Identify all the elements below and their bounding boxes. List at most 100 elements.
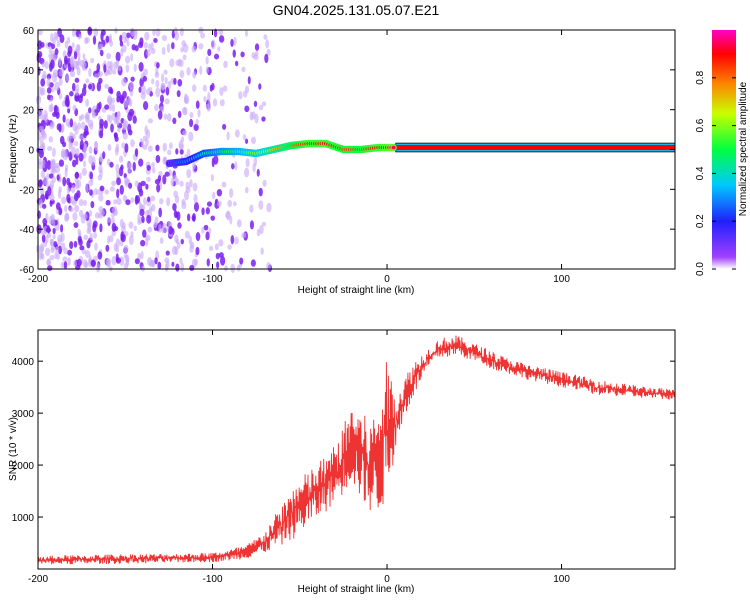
- noise-cell: [230, 38, 234, 47]
- spectrogram-x-label: Height of straight line (km): [298, 285, 415, 296]
- noise-cell: [58, 123, 62, 133]
- noise-cell: [66, 135, 72, 143]
- noise-cell: [156, 62, 160, 69]
- noise-cell: [62, 114, 66, 123]
- noise-cell: [65, 73, 69, 82]
- noise-cell: [154, 178, 161, 185]
- noise-cell: [175, 263, 180, 272]
- noise-cell: [205, 103, 210, 109]
- noise-cell: [72, 105, 77, 112]
- noise-cell: [121, 77, 127, 87]
- noise-cell: [116, 177, 121, 186]
- noise-cell: [53, 104, 58, 113]
- noise-cell: [110, 123, 114, 133]
- noise-cell: [118, 155, 124, 163]
- noise-cell: [244, 186, 249, 194]
- noise-cell: [45, 247, 51, 257]
- noise-cell: [241, 66, 246, 73]
- colorbar-tick-label: 0.8: [695, 70, 706, 84]
- noise-cell: [78, 152, 84, 162]
- noise-cell: [38, 179, 43, 188]
- noise-cell: [85, 183, 89, 193]
- noise-cell: [36, 95, 41, 101]
- noise-cell: [55, 111, 60, 119]
- noise-cell: [134, 180, 139, 188]
- noise-cell: [119, 40, 124, 47]
- noise-cell: [106, 95, 113, 104]
- noise-cell: [46, 145, 53, 152]
- noise-cell: [245, 138, 249, 144]
- snr-line: [37, 335, 676, 565]
- noise-cell: [134, 148, 139, 157]
- x-tick-label: 100: [553, 274, 570, 285]
- noise-cell: [125, 199, 131, 206]
- noise-cell: [158, 223, 162, 233]
- noise-cell: [182, 54, 187, 61]
- noise-cell: [111, 212, 115, 219]
- noise-cell: [152, 166, 156, 174]
- noise-cell: [195, 118, 199, 126]
- noise-cell: [66, 213, 70, 221]
- noise-cell: [208, 245, 214, 252]
- noise-cell: [54, 81, 60, 92]
- noise-cell: [94, 73, 100, 79]
- noise-cell: [119, 218, 124, 228]
- noise-cell: [145, 236, 149, 247]
- noise-cell: [194, 201, 199, 212]
- noise-cell: [77, 228, 82, 236]
- noise-cell: [85, 37, 90, 44]
- snr-panel: -200 -100 0 100 1000 2000 3000 4000 Height of s…: [8, 329, 676, 595]
- noise-cell: [206, 258, 210, 267]
- noise-cell: [239, 257, 244, 265]
- noise-cell: [113, 199, 118, 205]
- noise-cell: [125, 257, 130, 267]
- noise-cell: [182, 43, 189, 53]
- noise-cell: [41, 229, 46, 236]
- noise-cell: [76, 179, 82, 189]
- noise-cell: [195, 246, 200, 256]
- noise-cell: [165, 86, 170, 96]
- noise-cell: [79, 245, 85, 251]
- noise-cell: [83, 61, 87, 68]
- noise-cell: [107, 143, 112, 151]
- noise-cell: [40, 78, 46, 87]
- noise-cell: [156, 183, 161, 193]
- noise-cell: [163, 156, 167, 163]
- noise-cell: [134, 29, 138, 36]
- noise-cell: [58, 92, 63, 100]
- noise-cell: [261, 116, 266, 122]
- noise-cell: [189, 111, 194, 118]
- noise-cell: [53, 241, 58, 248]
- noise-cell: [166, 197, 171, 207]
- colorbar-tick-label: 0.6: [695, 118, 706, 132]
- noise-cell: [207, 92, 211, 102]
- noise-cell: [122, 118, 127, 129]
- noise-cell: [147, 226, 153, 233]
- noise-cell: [265, 39, 269, 49]
- noise-cell: [144, 31, 150, 41]
- noise-cell: [64, 204, 68, 213]
- noise-cell: [205, 56, 209, 65]
- noise-cell: [220, 256, 226, 266]
- noise-cell: [125, 55, 131, 64]
- noise-cell: [78, 134, 83, 140]
- noise-cell: [141, 215, 145, 224]
- noise-cell: [230, 263, 236, 273]
- noise-cell: [154, 104, 159, 112]
- noise-cell: [37, 161, 43, 170]
- noise-cell: [151, 162, 155, 168]
- noise-cell: [191, 215, 196, 222]
- noise-cell: [74, 95, 80, 102]
- noise-cell: [50, 50, 55, 59]
- noise-cell: [50, 43, 56, 50]
- noise-cell: [146, 164, 151, 171]
- noise-cell: [116, 96, 121, 103]
- noise-cell: [161, 34, 168, 42]
- noise-cell: [184, 93, 188, 103]
- noise-cell: [72, 211, 78, 221]
- noise-cell: [58, 186, 62, 193]
- noise-cell: [63, 261, 68, 270]
- noise-cell: [179, 69, 185, 79]
- noise-cell: [234, 236, 239, 245]
- noise-cell: [266, 262, 271, 271]
